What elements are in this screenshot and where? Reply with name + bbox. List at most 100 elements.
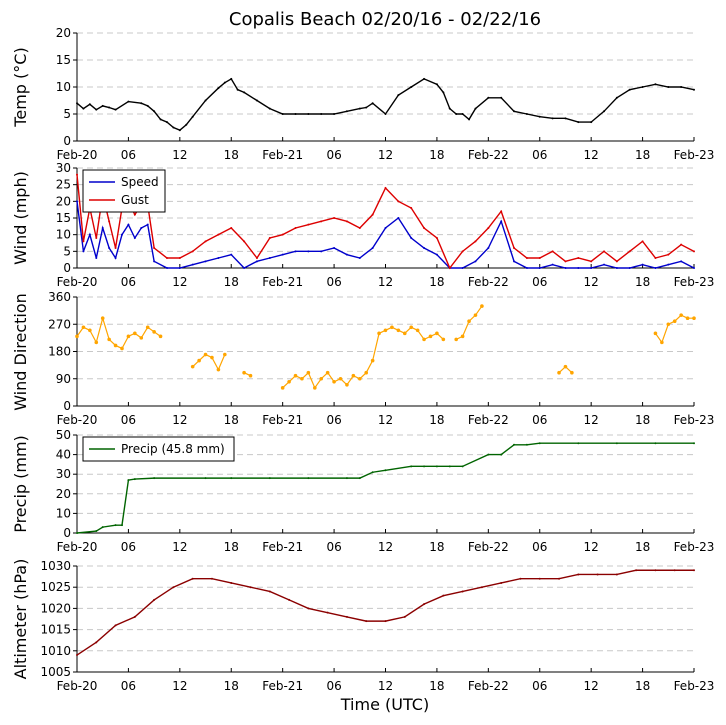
altimeter-x-tick-label: Feb-23	[674, 679, 715, 693]
temp-point	[101, 104, 104, 107]
precip-point	[423, 465, 426, 468]
temp-point	[525, 113, 528, 115]
wind-point	[165, 267, 168, 269]
altimeter-y-tick-label: 1010	[40, 644, 71, 658]
wind-point	[95, 257, 98, 259]
wind-point	[268, 237, 271, 239]
precip-y-tick-label: 40	[56, 448, 71, 462]
wind-y-tick-label: 15	[56, 211, 71, 225]
precip-series-precip	[76, 442, 694, 534]
wind-y-axis-label: Wind (mph)	[11, 171, 30, 265]
precip-x-tick-label: Feb-22	[468, 540, 509, 554]
temp-point	[551, 117, 554, 120]
temp-x-tick-label: Feb-20	[57, 148, 98, 162]
precip-point	[95, 530, 98, 533]
wind-point	[82, 240, 85, 243]
wind-point	[564, 260, 567, 263]
wind-point	[487, 227, 490, 229]
temp-point	[204, 99, 207, 102]
precip-y-tick-label: 30	[56, 467, 71, 481]
wind-point	[217, 233, 220, 236]
wind-point	[628, 267, 631, 269]
wind-point	[487, 247, 490, 249]
wind-point	[307, 250, 310, 253]
temp-point	[358, 107, 361, 110]
wind-x-tick-label: 18	[224, 275, 239, 289]
wind-point	[153, 247, 156, 249]
wind-point	[307, 223, 310, 226]
wind-y-tick-label: 0	[63, 261, 71, 275]
wind-point	[551, 250, 554, 253]
altimeter-y-tick-label: 1015	[40, 623, 71, 637]
wind-point	[178, 267, 181, 269]
wind-x-tick-label: 18	[635, 275, 650, 289]
temp-point	[628, 88, 631, 91]
temp-point	[307, 113, 310, 115]
temp-point	[468, 118, 471, 121]
altimeter-point	[172, 586, 175, 589]
altimeter-point	[519, 577, 522, 580]
temp-point	[159, 118, 162, 121]
wind-point	[628, 250, 631, 253]
wind-point	[333, 247, 336, 249]
wind-point	[76, 200, 78, 203]
temp-point	[236, 88, 239, 91]
wind-point	[101, 227, 104, 229]
precip-point	[345, 477, 348, 480]
wind-point	[680, 260, 683, 263]
temp-point	[333, 113, 336, 115]
temp-point	[223, 81, 226, 84]
precip-x-tick-label: 12	[584, 540, 599, 554]
precip-point	[448, 465, 451, 468]
wind-x-tick-label: 18	[429, 275, 444, 289]
wind-point	[82, 250, 85, 253]
wind-x-tick-label: 06	[532, 275, 547, 289]
precip-panel: 0 10 20 30 40 50 Feb-20 06 12 18 Feb-21 06 12 18 Feb-2…	[11, 428, 714, 554]
temp-x-tick-label: 06	[121, 148, 136, 162]
wind-legend: Speed Gust	[82, 169, 166, 213]
altimeter-panel: 1005 1010 1015 1020 1025 1030 Feb-20 06 12 18 Feb-…	[11, 559, 714, 693]
temp-point	[410, 86, 413, 88]
temp-point	[217, 87, 220, 90]
direction-x-tick-label: 18	[429, 413, 444, 427]
temp-point	[461, 113, 464, 115]
temp-point	[448, 107, 451, 110]
wind-point	[358, 257, 361, 259]
altimeter-point	[268, 590, 271, 593]
temp-point	[487, 96, 490, 99]
precip-point	[538, 442, 541, 445]
temp-point	[76, 102, 78, 105]
wind-point	[577, 257, 580, 259]
altimeter-point	[307, 607, 310, 610]
temp-point	[268, 107, 271, 110]
wind-point	[551, 263, 554, 266]
altimeter-point	[461, 590, 464, 593]
temp-x-tick-label: 12	[378, 148, 393, 162]
temp-point	[140, 102, 143, 105]
temp-point	[435, 83, 438, 86]
wind-point	[204, 240, 207, 243]
wind-x-tick-label: Feb-23	[674, 275, 715, 289]
altimeter-y-tick-label: 1005	[40, 665, 71, 679]
wind-x-tick-label: 06	[121, 275, 136, 289]
temp-point	[88, 103, 91, 106]
wind-point	[333, 217, 336, 219]
altimeter-x-tick-label: 12	[378, 679, 393, 693]
precip-point	[153, 477, 156, 480]
precip-x-tick-label: 12	[378, 540, 393, 554]
precip-point	[500, 453, 503, 456]
wind-point	[667, 263, 670, 266]
wind-point	[95, 237, 98, 239]
altimeter-point	[693, 569, 695, 572]
wind-point	[423, 247, 426, 249]
temp-point	[172, 126, 175, 129]
wind-point	[108, 220, 111, 223]
altimeter-point	[577, 573, 580, 576]
direction-x-tick-label: 18	[224, 413, 239, 427]
temp-x-tick-label: 12	[172, 148, 187, 162]
altimeter-point	[654, 569, 657, 572]
wind-point	[654, 267, 657, 269]
temp-point	[455, 113, 458, 115]
precip-y-tick-label: 0	[63, 526, 71, 540]
